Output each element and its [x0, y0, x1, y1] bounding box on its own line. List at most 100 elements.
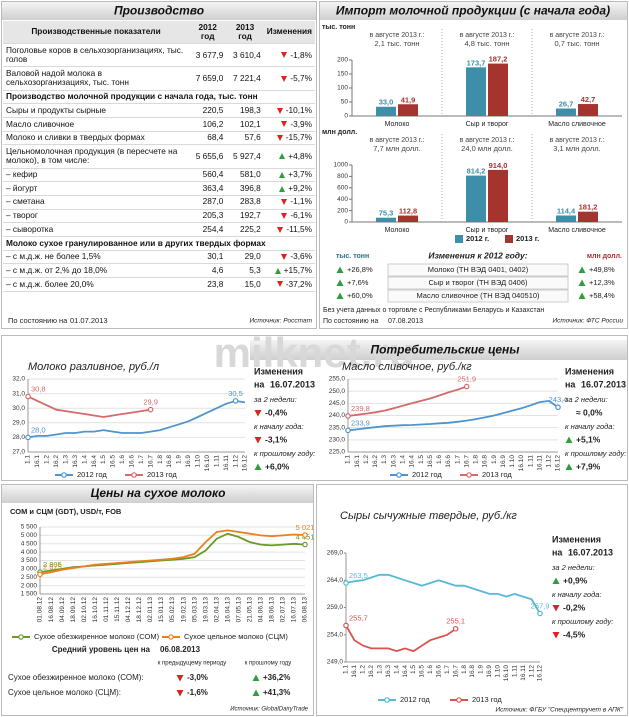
- table-row: – сметана 287,0 283,8 -1,1%: [3, 195, 315, 210]
- column-header: 2012 год: [189, 21, 227, 45]
- x-tick-label: 1.6: [436, 455, 443, 464]
- series-line: [27, 399, 246, 439]
- point-marker: [345, 427, 351, 434]
- series-line: [347, 385, 467, 417]
- changes-date: 16.07.2013: [568, 547, 613, 557]
- changes-date-prefix: на: [254, 379, 265, 389]
- x-tick-label: 16.2: [368, 665, 375, 678]
- change-value: -1,1%: [290, 196, 312, 207]
- y-tick-label: 264,0: [327, 577, 344, 584]
- y-tick-label: 100: [337, 85, 348, 92]
- bar: [578, 104, 598, 116]
- annotation: 4,8 тыс. тонн: [464, 39, 509, 48]
- x-tick-label: 1.8: [157, 455, 164, 464]
- price-level-label: Средний уровень цен на: [52, 645, 151, 654]
- row-label: Сыр и творог (ТН ВЭД 0406): [428, 278, 528, 287]
- table-row: Молоко сухое гранулированное или в други…: [3, 236, 315, 251]
- data-label: 243,4: [549, 395, 568, 404]
- bar: [466, 67, 486, 116]
- x-tick-label: 18.09.12: [70, 597, 77, 623]
- cell-value: 5,3: [226, 263, 264, 278]
- cell-value: 254,4: [189, 222, 227, 237]
- data-label: 2 805: [43, 560, 62, 569]
- column-header: к предыдущему периоду: [158, 661, 226, 667]
- y-tick-label: 4 500: [21, 540, 38, 547]
- data-label: 33,0: [379, 98, 394, 107]
- legend-marker: [466, 472, 472, 478]
- cell-value: 3 610,4: [226, 43, 264, 68]
- x-tick-label: 02.10.12: [81, 597, 88, 623]
- panel-frame: [319, 1, 628, 329]
- x-tick-label: 16.1: [354, 455, 361, 468]
- annotation: в августе 2013 г.:: [460, 137, 515, 144]
- change-value: -1,6%: [187, 688, 208, 697]
- x-tick-label: 04.06.13: [258, 597, 265, 623]
- data-label: 5 021: [296, 523, 315, 532]
- legend-label: 2012 год: [400, 695, 430, 704]
- chart-subtitle: СОМ и СЦМ (GDT), USD/т, FOB: [10, 507, 122, 516]
- chart-title: Масло сливочное, руб./кг: [342, 361, 472, 373]
- x-tick-label: 16.3: [72, 455, 79, 468]
- x-tick-label: 16.9: [185, 455, 192, 468]
- x-tick-label: 16.12: [242, 455, 249, 472]
- y-tick-label: 150: [337, 71, 348, 78]
- x-tick-label: 1.4: [81, 455, 88, 464]
- trend-arrow: [336, 279, 344, 286]
- cell-change: +15,7%: [263, 263, 315, 278]
- x-tick-label: 05.03.13: [191, 597, 198, 623]
- x-tick-label: 16.07.13: [291, 597, 298, 623]
- x-tick-label: 1.11: [511, 665, 518, 678]
- x-tick-label: 16.6: [129, 455, 136, 468]
- x-tick-label: 1.1: [345, 455, 352, 464]
- data-label: 26,7: [559, 100, 574, 109]
- section-title: Производство: [114, 4, 204, 18]
- change-value: +12,3%: [589, 278, 615, 287]
- series-line: [345, 573, 541, 614]
- trend-arrow: [281, 254, 288, 261]
- x-tick-label: 1.2: [363, 455, 370, 464]
- legend-label: 2013 год: [472, 695, 502, 704]
- x-tick-label: 16.2: [372, 455, 379, 468]
- change-value: +60,0%: [347, 291, 373, 300]
- point-marker: [25, 434, 31, 441]
- y-tick-label: 28,0: [12, 434, 25, 441]
- data-label: 187,2: [489, 55, 508, 64]
- change-value: -1,8%: [290, 49, 312, 60]
- bar: [466, 175, 486, 222]
- cell-value: 581,0: [226, 168, 264, 183]
- annotation: в августе 2013 г.:: [550, 137, 605, 144]
- x-tick-label: 1.6: [427, 665, 434, 674]
- data-label: 30,8: [31, 385, 46, 394]
- legend-marker: [384, 697, 390, 703]
- x-tick-label: 1.5: [418, 455, 425, 464]
- trend-arrow: [279, 153, 286, 160]
- bar: [578, 211, 598, 222]
- y-tick-label: 600: [337, 185, 348, 192]
- row-label: Сухое обезжиренное молоко (СОМ):: [8, 673, 144, 682]
- cell-change: -37,2%: [263, 277, 315, 292]
- change-value: -37,2%: [285, 278, 312, 289]
- trend-arrow: [252, 674, 260, 681]
- y-tick-label: 225,0: [329, 449, 346, 456]
- x-tick-label: 16.8: [482, 455, 489, 468]
- y-tick-label: 259,0: [327, 604, 344, 611]
- cell-value: 102,1: [226, 117, 264, 132]
- chart-title: Сыры сычужные твердые, руб./кг: [340, 510, 517, 522]
- changes-value: -0,2%: [563, 602, 586, 612]
- legend-label: 2012 год: [412, 470, 442, 479]
- unit-label: тыс. тонн: [336, 253, 369, 260]
- cell-change: -5,7%: [263, 66, 315, 91]
- changes-value: +6,0%: [265, 461, 290, 471]
- x-tick-label: 16.4: [91, 455, 98, 468]
- row-label: Поголовье коров в сельхозорганизациях, т…: [3, 43, 190, 68]
- x-tick-label: 16.7: [147, 455, 154, 468]
- trend-arrow: [276, 135, 283, 142]
- data-label: 814,2: [467, 167, 486, 176]
- source: Источник: Росстат: [249, 318, 312, 325]
- table-row: Сыры и продукты сырные 220,5 198,3 -10,1%: [3, 103, 315, 118]
- x-tick-label: 06.08.13: [302, 597, 309, 623]
- change-value: +41,3%: [263, 688, 290, 697]
- x-tick-label: Сыр и творог: [466, 121, 509, 128]
- x-tick-label: Масло сливочное: [548, 227, 606, 234]
